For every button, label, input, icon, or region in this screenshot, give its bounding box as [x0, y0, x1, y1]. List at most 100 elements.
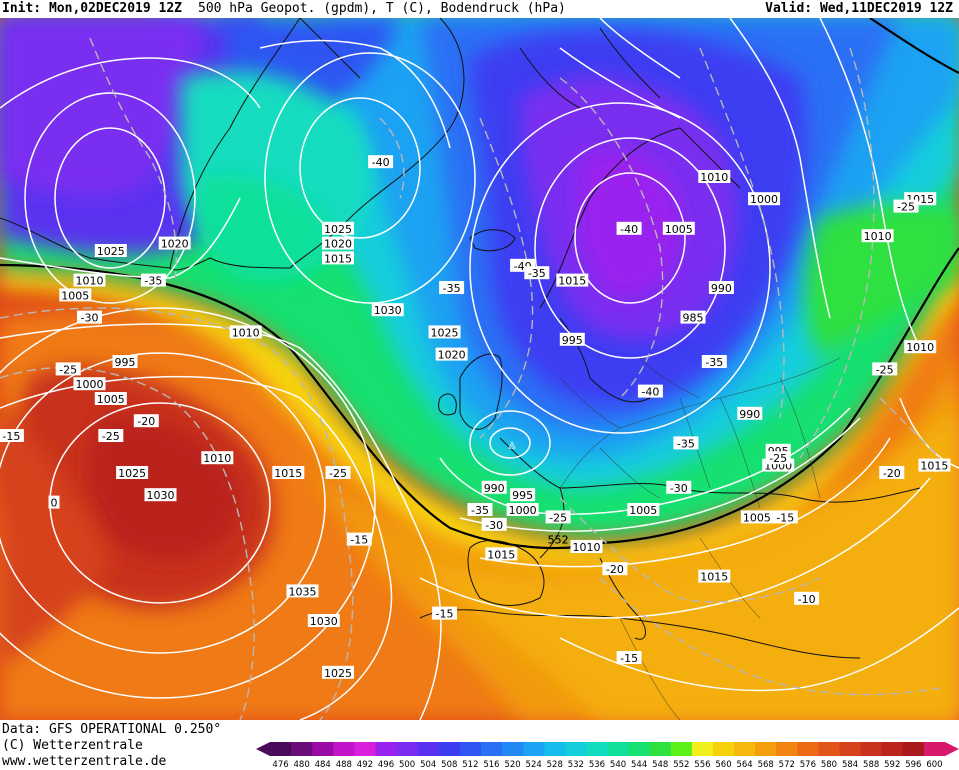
temperature-label: -20: [133, 414, 159, 428]
legend-swatch: [839, 742, 862, 756]
isobar-label-text: 1015: [487, 548, 515, 561]
legend-swatch: [712, 742, 735, 756]
temperature-label-text: -15: [350, 534, 368, 547]
temperature-label-text: -30: [670, 482, 688, 495]
country-borders: [559, 357, 841, 720]
isobar-label-text: 990: [484, 482, 505, 495]
isobar-label: 1025: [322, 221, 354, 236]
isobars: [0, 18, 959, 720]
isobar-label-text: 1015: [700, 571, 728, 584]
isobar-label: 1030: [144, 488, 177, 502]
isobar-label: 1000: [73, 377, 106, 391]
isobar-label-text: 1010: [76, 275, 104, 288]
isobar-label-text: 1005: [629, 504, 657, 517]
temperature-label: -25: [55, 362, 81, 376]
temperature-label: -35: [140, 273, 166, 288]
geopotential-label: 552: [548, 534, 569, 547]
temperature-label: -25: [325, 466, 351, 480]
legend-value: 576: [800, 760, 816, 769]
isobar-label: 1030: [307, 614, 340, 628]
legend-swatch: [417, 742, 440, 756]
temperature-label-text: -20: [606, 563, 624, 576]
isobar-label: 1010: [904, 340, 937, 354]
isobar-label-text: 1020: [324, 238, 352, 251]
temperature-label-text: -25: [769, 452, 787, 465]
copyright: (C) Wetterzentrale: [2, 738, 143, 753]
isobar-label: 1025: [116, 466, 149, 480]
temperature-label-text: -35: [677, 437, 695, 450]
temperature-label: -25: [893, 199, 919, 214]
legend-value: 572: [779, 760, 795, 769]
temperature-label-text: -40: [641, 386, 659, 399]
legend-swatch: [291, 742, 313, 756]
temperature-label: -30: [666, 480, 692, 495]
africa-coast: [419, 609, 861, 659]
legend-swatch: [565, 742, 587, 756]
arctic-islands: [299, 18, 661, 109]
legend-swatch: [923, 742, 946, 756]
isobar-label-text: 1010: [203, 452, 231, 465]
weather-map: ◬ 10251020101510101005995100010051025102…: [0, 18, 959, 720]
temperature-label: -15: [616, 651, 642, 665]
legend-value: 504: [420, 760, 436, 769]
legend-value: 484: [315, 760, 331, 769]
legend-swatch: [881, 742, 904, 756]
isobar-label-text: 1000: [509, 504, 537, 517]
isobar-label: 1010: [201, 451, 234, 465]
isobar-labels: 1025 1020 1015 1010 1005 995 1000 1005 1025 1020 1…: [59, 170, 951, 680]
isobar-label-text: 1005: [743, 511, 771, 524]
temperature-isotherms: [0, 37, 941, 720]
isobar-label-text: 1030: [147, 489, 175, 502]
legend-value: 476: [272, 760, 288, 769]
isobar-label-text: 995: [115, 356, 136, 369]
isobar-label-text: 1030: [310, 615, 338, 628]
isobar-label-text: 1015: [558, 275, 586, 288]
legend-value: 580: [821, 760, 837, 769]
legend-swatch: [333, 742, 355, 756]
isobar-label: 1020: [158, 236, 191, 251]
temperature-label: 0: [48, 495, 60, 510]
isobar-label: 990: [708, 281, 734, 295]
product-title: 500 hPa Geopot. (gpdm), T (C), Bodendruc…: [198, 1, 566, 16]
temperature-label-text: -35: [705, 356, 723, 369]
legend-value: 588: [863, 760, 879, 769]
legend-swatch: [270, 742, 292, 756]
isobar-label: 995: [112, 355, 138, 369]
isobar-label-text: 1025: [324, 667, 352, 680]
valid-time: Valid: Wed,11DEC2019 12Z: [765, 1, 953, 16]
legend-swatch: [734, 742, 756, 756]
isobar-label: 995: [559, 332, 585, 347]
temperature-label-text: -20: [883, 467, 901, 480]
legend-swatch: [480, 742, 503, 756]
isobar-label-text: 985: [683, 312, 704, 325]
legend-value: 492: [357, 760, 373, 769]
temperature-label: -35: [439, 281, 465, 295]
isobar-label-text: 1025: [431, 326, 459, 339]
isobar-label-text: 990: [739, 408, 760, 421]
isobar-label: 990: [737, 406, 763, 421]
geopotential-label-text: 552: [548, 534, 569, 547]
isobar-label-text: 1010: [700, 171, 728, 184]
isobar-label-text: 1000: [750, 193, 778, 206]
isobar-label: 1015: [918, 458, 951, 473]
legend-swatch: [902, 742, 925, 756]
temperature-label-text: -25: [876, 363, 894, 376]
legend-value: 536: [589, 760, 605, 769]
isobar-label: 1000: [506, 503, 539, 517]
legend-value: 512: [462, 760, 478, 769]
temperature-label: -30: [481, 517, 507, 532]
data-source: Data: GFS OPERATIONAL 0.250°: [2, 722, 222, 737]
temperature-label: -25: [545, 510, 571, 524]
isobar-label: 1015: [698, 569, 731, 584]
legend-value: 548: [652, 760, 668, 769]
temperature-label-text: -15: [2, 430, 20, 443]
temperature-label: -15: [432, 606, 457, 621]
legend-swatch: [354, 742, 376, 756]
map-footer: Data: GFS OPERATIONAL 0.250° (C) Wetterz…: [0, 720, 959, 770]
isobar-label: 1005: [627, 503, 660, 517]
isobar-label-text: 990: [711, 282, 732, 295]
isobar-label-text: 1025: [118, 467, 146, 480]
temperature-label-text: -25: [549, 511, 567, 524]
isobar-label: 1020: [435, 347, 468, 362]
